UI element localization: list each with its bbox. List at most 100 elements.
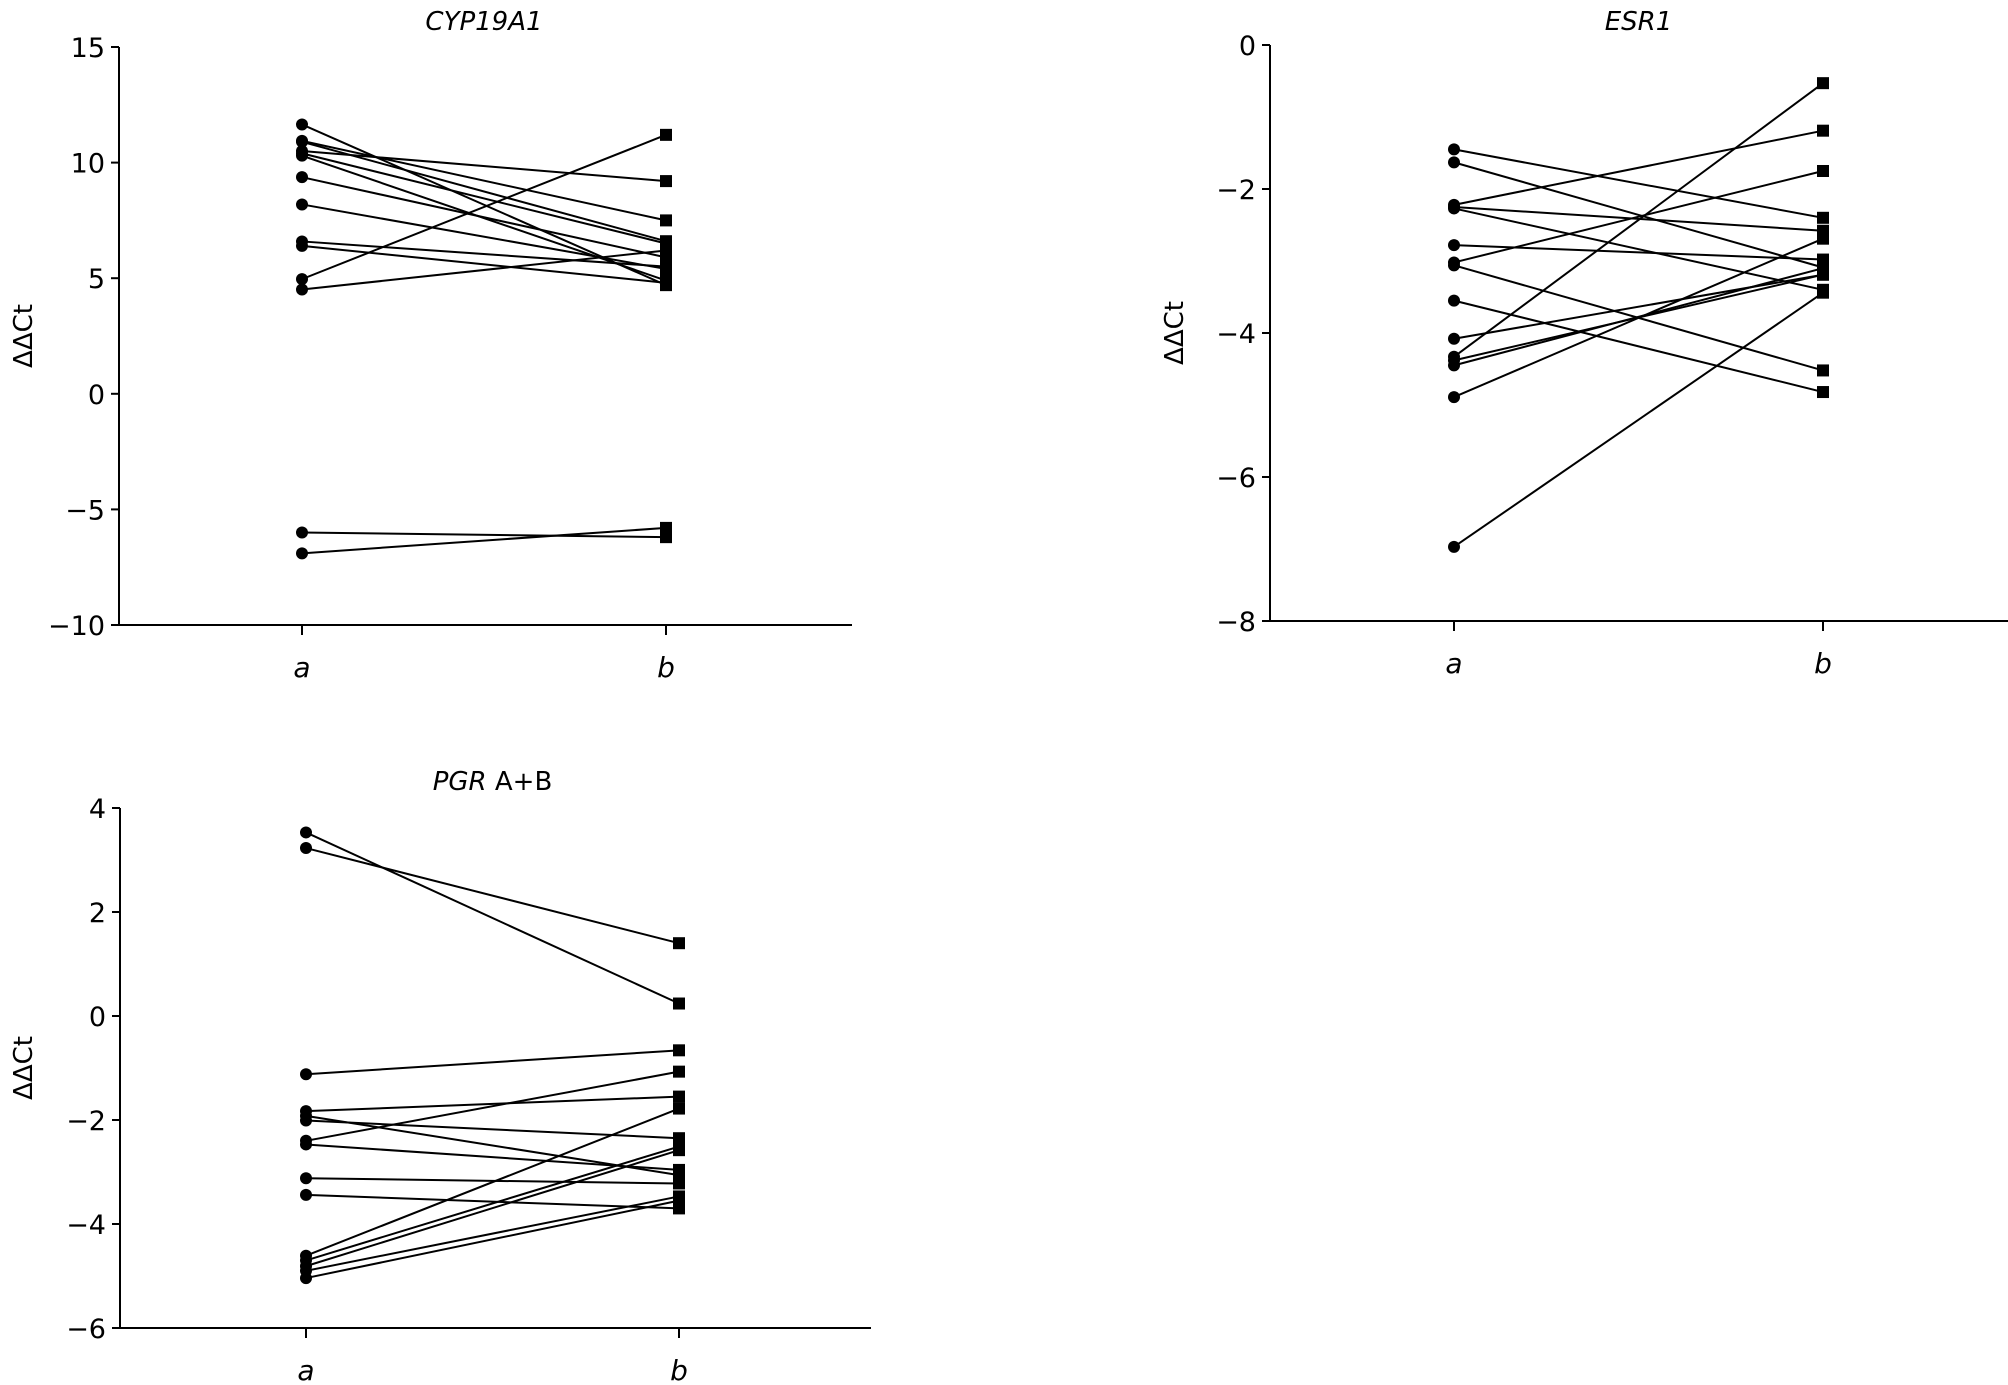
panel-title: CYP19A1 xyxy=(425,7,542,37)
panel-esr1: ESR1 ΔΔCt a b 0 −2 −4 −6 −8 xyxy=(1160,7,2008,680)
point-a xyxy=(296,118,308,131)
pair-line xyxy=(305,1195,680,1272)
point-b xyxy=(673,1090,685,1103)
point-b xyxy=(1817,211,1829,224)
point-b xyxy=(1817,232,1829,245)
point-a xyxy=(296,135,308,148)
y-tick-label: 4 xyxy=(89,794,106,825)
point-b xyxy=(1817,165,1829,177)
panel-cyp19a1: CYP19A1 ΔΔCt a b 15 10 5 0 −5 −10 xyxy=(9,7,852,684)
point-b xyxy=(660,531,672,544)
pair-line xyxy=(305,831,680,1005)
point-a xyxy=(1448,239,1460,252)
y-tick-label: −4 xyxy=(1216,319,1256,350)
y-axis-label: ΔΔCt xyxy=(9,304,39,368)
pair-line xyxy=(1453,237,1824,398)
point-a xyxy=(1448,259,1460,272)
y-tick-label: 2 xyxy=(89,898,106,929)
pair-line xyxy=(305,1149,680,1268)
point-b xyxy=(673,997,685,1010)
pair-line xyxy=(1453,207,1824,291)
point-a xyxy=(300,1068,312,1081)
y-tick-label: −4 xyxy=(66,1210,106,1241)
y-tick-label: −2 xyxy=(1216,175,1256,206)
pair-line xyxy=(1453,291,1824,548)
y-tick-label: −2 xyxy=(66,1106,106,1137)
pair-line xyxy=(1453,148,1824,219)
point-b xyxy=(1817,286,1829,299)
point-b xyxy=(673,1144,685,1157)
point-b xyxy=(660,276,672,289)
point-b xyxy=(660,175,672,188)
point-a xyxy=(296,283,308,296)
point-a xyxy=(300,1188,312,1201)
point-a xyxy=(296,149,308,162)
point-b xyxy=(1817,386,1829,399)
point-b xyxy=(660,214,672,227)
point-b xyxy=(660,260,672,273)
pair-line xyxy=(301,140,667,243)
point-a xyxy=(300,826,312,839)
point-a xyxy=(300,1272,312,1285)
pair-line xyxy=(1453,299,1824,394)
pair-line xyxy=(301,240,667,268)
point-a xyxy=(296,171,308,184)
point-b xyxy=(660,128,672,141)
panel-title: ESR1 xyxy=(1605,7,1673,37)
pair-line xyxy=(301,150,667,183)
pair-line xyxy=(301,531,667,539)
panel-title-gene: ESR1 xyxy=(1605,7,1673,37)
point-a xyxy=(300,842,312,855)
panel-pgr: PGR A+B ΔΔCt a b 4 2 0 −2 −4 −6 xyxy=(9,767,871,1385)
y-tick-label: −8 xyxy=(1216,607,1256,638)
point-b xyxy=(673,1194,685,1207)
pair-line xyxy=(305,1199,680,1280)
pair-line xyxy=(305,1049,680,1076)
point-b xyxy=(673,1177,685,1190)
x-tick-label-b: b xyxy=(670,1354,688,1385)
pair-line xyxy=(305,1070,680,1142)
y-tick-label: 0 xyxy=(89,1002,106,1033)
point-a xyxy=(1448,391,1460,404)
point-b xyxy=(1817,124,1829,137)
pair-line xyxy=(305,1143,680,1171)
point-a xyxy=(296,547,308,560)
point-b xyxy=(673,1102,685,1115)
pair-line xyxy=(305,1145,680,1262)
point-a xyxy=(1448,540,1460,553)
point-a xyxy=(1448,143,1460,156)
panel-title-suffix: A+B xyxy=(487,767,553,797)
pair-line xyxy=(1453,161,1824,269)
point-a xyxy=(300,1114,312,1127)
pair-line xyxy=(1453,129,1824,206)
point-a xyxy=(300,1138,312,1151)
point-a xyxy=(1448,156,1460,169)
point-b xyxy=(1817,364,1829,377)
point-a xyxy=(1448,359,1460,372)
pair-line xyxy=(301,526,667,555)
y-tick-label: 10 xyxy=(71,149,105,180)
point-a xyxy=(300,1172,312,1185)
pair-line xyxy=(305,1177,680,1185)
x-tick-label-b: b xyxy=(1814,647,1832,680)
point-a xyxy=(296,526,308,539)
y-tick-label: 0 xyxy=(1239,31,1256,62)
pair-line xyxy=(301,244,667,284)
point-a xyxy=(296,198,308,211)
point-b xyxy=(660,521,672,534)
pair-line xyxy=(305,1095,680,1113)
y-axis-label: ΔΔCt xyxy=(1160,301,1190,365)
point-b xyxy=(673,1065,685,1078)
point-b xyxy=(1817,262,1829,275)
point-a xyxy=(296,239,308,252)
point-b xyxy=(660,244,672,257)
point-b xyxy=(673,1163,685,1176)
point-a xyxy=(1448,202,1460,215)
pair-line xyxy=(301,249,667,291)
y-tick-label: −10 xyxy=(48,611,105,642)
pair-line xyxy=(301,152,667,245)
pair-line xyxy=(305,1193,680,1210)
x-tick-label-a: a xyxy=(1445,647,1462,680)
point-b xyxy=(673,937,685,950)
